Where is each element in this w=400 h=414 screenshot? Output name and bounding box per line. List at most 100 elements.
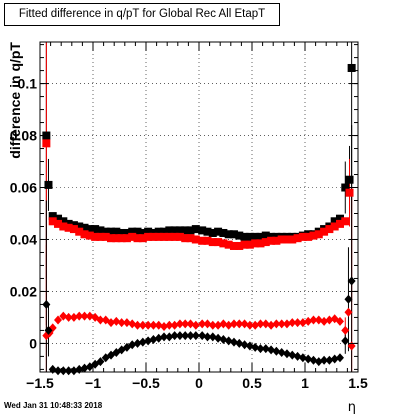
data-point-square [335, 219, 344, 228]
data-point-square [54, 219, 63, 228]
data-point-square [229, 230, 238, 239]
data-point-diamond [293, 351, 302, 361]
data-point-square [165, 226, 174, 235]
data-point-square [256, 232, 265, 241]
data-point-square [42, 139, 51, 148]
data-point-square [347, 63, 356, 72]
data-point-diamond [240, 340, 249, 350]
data-point-diamond [320, 355, 329, 365]
data-point-square [160, 232, 169, 241]
data-point-diamond [69, 312, 78, 322]
data-point-diamond [154, 333, 163, 343]
data-point-square [122, 228, 131, 237]
data-point-square [154, 227, 163, 236]
data-point-diamond [341, 325, 350, 335]
data-point-square [224, 230, 233, 239]
data-point-square [154, 232, 163, 241]
data-point-diamond [144, 336, 153, 346]
data-point-diamond [42, 299, 51, 309]
data-point-diamond [298, 318, 307, 328]
data-point-square [203, 227, 212, 236]
data-point-square [330, 217, 339, 226]
data-point-square [320, 227, 329, 236]
data-point-square [314, 230, 323, 239]
data-point-square [138, 234, 147, 243]
data-point-diamond [267, 320, 276, 330]
data-point-diamond [133, 320, 142, 330]
data-point-square [208, 228, 217, 237]
data-point-diamond [272, 319, 281, 329]
data-point-diamond [272, 346, 281, 356]
data-point-diamond [44, 325, 53, 335]
timestamp-footer: Wed Jan 31 10:48:33 2018 [4, 401, 103, 410]
data-point-square [198, 226, 207, 235]
x-tick-label: −1.5 [26, 375, 54, 391]
data-point-square [107, 227, 116, 236]
data-point-diamond [144, 320, 153, 330]
data-point-diamond [64, 312, 73, 322]
data-point-square [335, 214, 344, 223]
data-point-diamond [181, 319, 190, 329]
data-point-square [235, 241, 244, 250]
data-point-diamond [203, 319, 212, 329]
data-point-square [214, 227, 223, 236]
data-point-square [54, 214, 63, 223]
data-point-diamond [277, 348, 286, 358]
data-point-square [96, 226, 105, 235]
data-point-diamond [304, 354, 313, 364]
data-point-square [80, 223, 89, 232]
data-point-square [191, 235, 200, 244]
data-point-diamond [191, 320, 200, 330]
data-point-square [117, 228, 126, 237]
data-point-diamond [282, 319, 291, 329]
y-tick-label: 0 [29, 335, 37, 351]
data-point-diamond [160, 322, 169, 332]
data-point-diamond [170, 320, 179, 330]
data-point-diamond [149, 320, 158, 330]
data-point-diamond [288, 318, 297, 328]
data-point-square [261, 238, 270, 247]
y-tick-label: 0.02 [10, 283, 37, 299]
data-point-square [191, 225, 200, 234]
data-point-diamond [198, 331, 207, 341]
data-point-diamond [149, 335, 158, 345]
x-tick-label: 1 [301, 375, 309, 391]
data-point-diamond [320, 316, 329, 326]
data-point-diamond [251, 320, 260, 330]
data-point-square [138, 228, 147, 237]
data-point-diamond [288, 350, 297, 360]
data-point-square [219, 239, 228, 248]
data-point-diamond [224, 336, 233, 346]
data-point-square [330, 222, 339, 231]
data-point-square [309, 231, 318, 240]
y-tick-label: 0.1 [18, 76, 38, 92]
data-point-diamond [165, 332, 174, 342]
data-point-diamond [309, 315, 318, 325]
data-point-diamond [128, 319, 137, 329]
data-point-square [80, 230, 89, 239]
data-point-square [160, 227, 169, 236]
data-point-diamond [261, 319, 270, 329]
data-point-square [245, 240, 254, 249]
data-point-diamond [165, 320, 174, 330]
data-point-diamond [347, 276, 356, 286]
data-point-diamond [154, 320, 163, 330]
x-tick-label: 0.5 [242, 375, 262, 391]
data-point-square [203, 236, 212, 245]
data-point-diamond [235, 319, 244, 329]
data-point-square [341, 183, 350, 192]
data-point-diamond [85, 311, 94, 321]
data-point-diamond [282, 349, 291, 359]
data-point-square [240, 240, 249, 249]
data-point-square [64, 223, 73, 232]
x-tick-label: −1 [85, 375, 101, 391]
data-point-square [235, 231, 244, 240]
data-point-diamond [198, 319, 207, 329]
data-point-diamond [117, 318, 126, 328]
data-markers [42, 63, 356, 376]
data-point-square [341, 217, 350, 226]
data-point-diamond [229, 337, 238, 347]
data-point-square [345, 175, 354, 184]
data-point-diamond [112, 316, 121, 326]
